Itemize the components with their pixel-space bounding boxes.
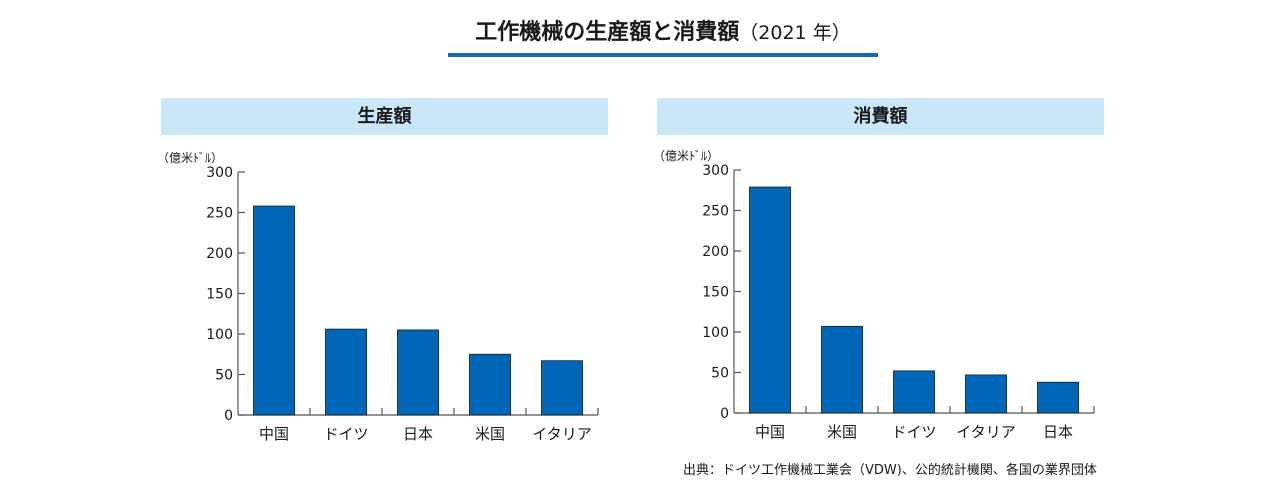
production-y-tick-label: 300	[206, 165, 233, 181]
consumption-y-tick-label: 300	[702, 163, 729, 179]
production-y-tick-label: 50	[215, 368, 233, 384]
chart-title-year: （2021 年）	[739, 22, 851, 44]
production-bar-chart: 0 50 100 150 200 250 300 中国 ドイツ 日本 米国 イタリア	[206, 165, 599, 443]
source-note: 出典：ドイツ工作機械工業会（VDW)、公的統計機関、各国の業界団体	[683, 463, 1097, 478]
production-bar-1	[325, 328, 367, 416]
consumption-y-tick-label: 50	[711, 366, 729, 382]
production-x-tick-label: 日本	[403, 425, 433, 443]
production-y-tick-label: 100	[206, 327, 233, 343]
consumption-bar-0	[749, 186, 791, 414]
chart-title-main: 工作機械の生産額と消費額	[475, 20, 740, 45]
consumption-x-tick-label: ドイツ	[891, 423, 936, 441]
production-y-tick-label: 0	[224, 408, 233, 424]
production-unit-label: （億米ﾄﾞﾙ）	[157, 151, 224, 165]
consumption-bar-2	[893, 370, 935, 414]
consumption-panel-header: 消費額	[657, 98, 1104, 135]
consumption-y-tick-label: 0	[720, 406, 729, 422]
production-x-tick-label: 米国	[475, 425, 505, 443]
production-y-tick-label: 150	[206, 287, 233, 303]
production-y-tick-label: 250	[206, 206, 233, 222]
production-bar-4	[541, 360, 583, 416]
consumption-bar-3	[965, 374, 1007, 414]
production-bar-0	[253, 205, 295, 416]
chart-title: 工作機械の生産額と消費額（2021 年）	[448, 14, 878, 46]
production-panel-header: 生産額	[161, 98, 608, 135]
consumption-y-tick-label: 250	[702, 204, 729, 220]
production-bar-3	[469, 353, 511, 416]
title-underline	[448, 53, 878, 57]
production-bar-2	[397, 329, 439, 416]
consumption-x-tick-label: イタリア	[956, 423, 1015, 441]
production-x-tick-label: ドイツ	[323, 425, 368, 443]
consumption-bar-chart: 0 50 100 150 200 250 300 中国 米国 ドイツ イタリア 日本	[702, 163, 1095, 441]
consumption-bar-1	[821, 325, 863, 414]
consumption-y-tick-label: 200	[702, 244, 729, 260]
consumption-x-tick-label: 日本	[1043, 423, 1073, 441]
consumption-x-tick-label: 中国	[755, 423, 785, 441]
production-y-tick-label: 200	[206, 246, 233, 262]
consumption-y-tick-label: 100	[702, 325, 729, 341]
production-x-tick-label: イタリア	[532, 425, 591, 443]
consumption-unit-label: （億米ﾄﾞﾙ）	[653, 149, 720, 163]
consumption-y-tick-label: 150	[702, 285, 729, 301]
production-x-tick-label: 中国	[259, 425, 289, 443]
consumption-x-tick-label: 米国	[827, 423, 857, 441]
consumption-bar-4	[1037, 381, 1079, 414]
